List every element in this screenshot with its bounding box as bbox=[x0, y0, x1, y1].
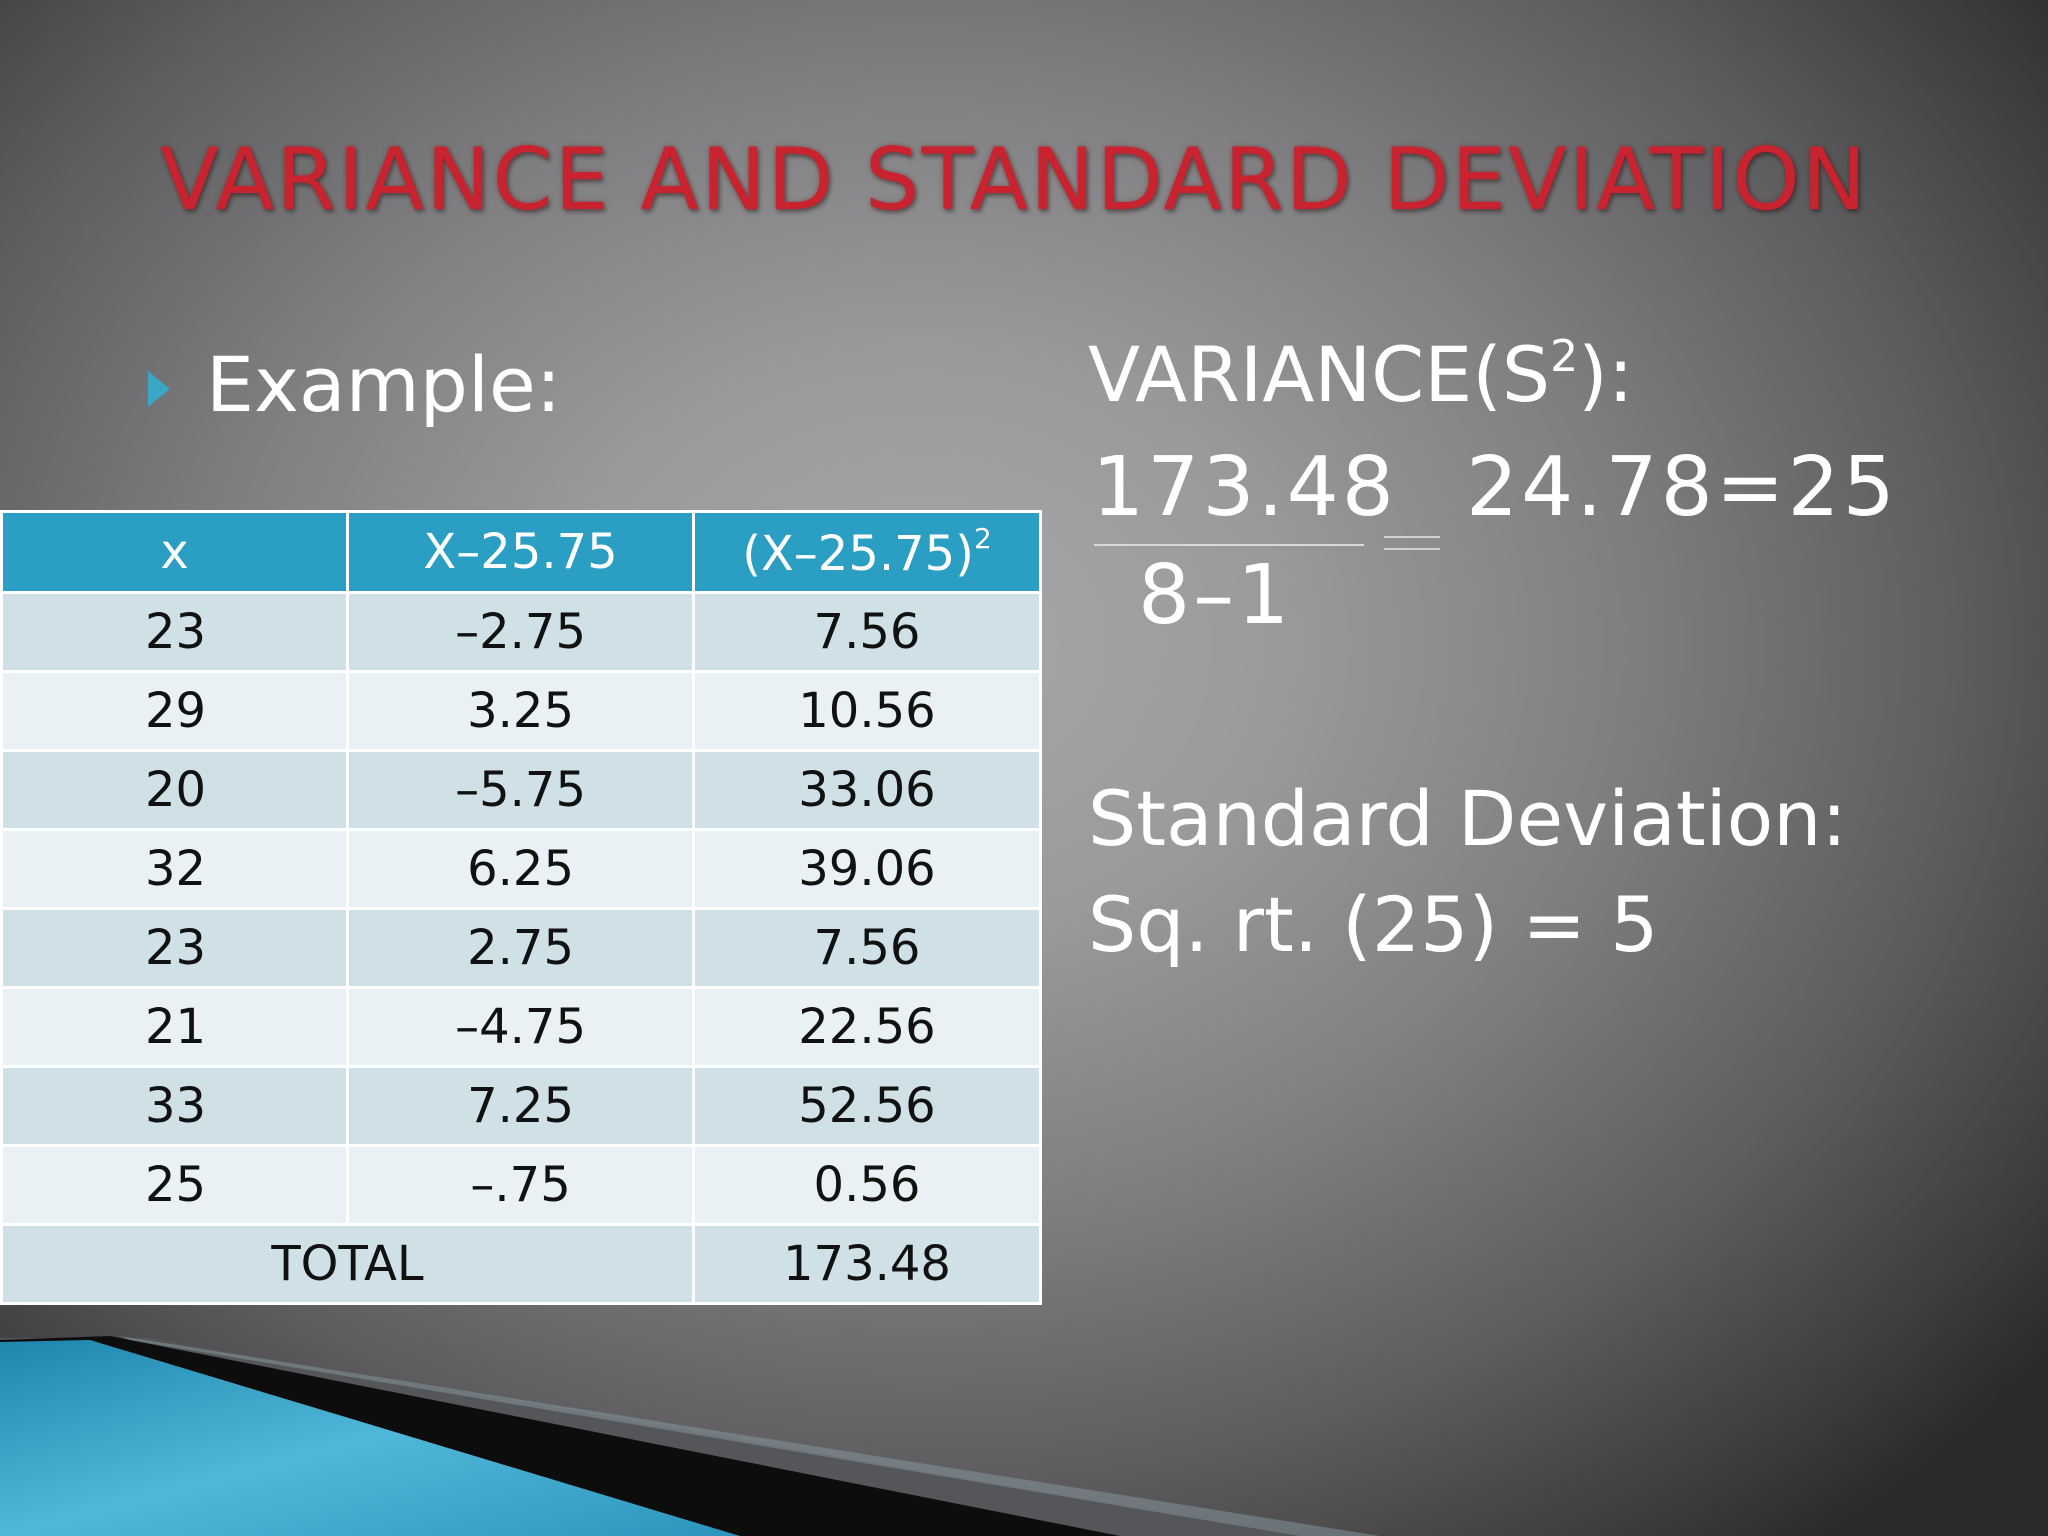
header-deviation: X–25.75 bbox=[346, 510, 695, 594]
fraction-bar bbox=[1094, 544, 1364, 546]
cell-squared: 7.56 bbox=[691, 907, 1043, 989]
table-row: 23 2.75 7.56 bbox=[0, 907, 1043, 989]
cell-x: 32 bbox=[0, 828, 350, 910]
variance-heading-suffix: ): bbox=[1578, 330, 1634, 419]
variance-heading-block: VARIANCE(S2): bbox=[1088, 330, 1633, 419]
formula-numerator: 173.48 bbox=[1092, 440, 1397, 535]
standard-deviation-formula: Sq. rt. (25) = 5 bbox=[1088, 880, 1659, 969]
cell-deviation: 7.25 bbox=[346, 1065, 695, 1147]
bullet-item: Example: bbox=[148, 340, 561, 429]
total-value: 173.48 bbox=[691, 1223, 1043, 1305]
formula-denominator: 8–1 bbox=[1138, 548, 1293, 643]
table-row: 21 –4.75 22.56 bbox=[0, 986, 1043, 1068]
table-row: 33 7.25 52.56 bbox=[0, 1065, 1043, 1147]
table-row: 29 3.25 10.56 bbox=[0, 670, 1043, 752]
cell-squared: 33.06 bbox=[691, 749, 1043, 831]
cell-deviation: –5.75 bbox=[346, 749, 695, 831]
cell-squared: 0.56 bbox=[691, 1144, 1043, 1226]
variance-heading-prefix: VARIANCE(S bbox=[1088, 330, 1551, 419]
bullet-text: Example: bbox=[206, 340, 562, 429]
variance-formula: 173.48 8–1 24.78=25 bbox=[1088, 440, 1895, 643]
cell-squared: 10.56 bbox=[691, 670, 1043, 752]
cell-x: 21 bbox=[0, 986, 350, 1068]
table-total-row: TOTAL 173.48 bbox=[0, 1223, 1043, 1305]
table-header-row: x X–25.75 (X–25.75)2 bbox=[0, 510, 1043, 594]
header-squared-exponent: 2 bbox=[973, 522, 992, 555]
cell-x: 25 bbox=[0, 1144, 350, 1226]
triangle-bullet-icon bbox=[148, 370, 170, 407]
cell-x: 23 bbox=[0, 591, 350, 673]
decorative-swoosh bbox=[0, 1336, 1380, 1536]
cell-deviation: –2.75 bbox=[346, 591, 695, 673]
cell-deviation: 6.25 bbox=[346, 828, 695, 910]
variance-heading-exponent: 2 bbox=[1550, 331, 1579, 382]
table-row: 23 –2.75 7.56 bbox=[0, 591, 1043, 673]
cell-x: 20 bbox=[0, 749, 350, 831]
cell-squared: 7.56 bbox=[691, 591, 1043, 673]
header-squared-base: (X–25.75) bbox=[742, 526, 974, 582]
cell-x: 29 bbox=[0, 670, 350, 752]
table-row: 32 6.25 39.06 bbox=[0, 828, 1043, 910]
cell-squared: 39.06 bbox=[691, 828, 1043, 910]
cell-deviation: –.75 bbox=[346, 1144, 695, 1226]
equals-sign-icon bbox=[1384, 536, 1440, 556]
cell-deviation: –4.75 bbox=[346, 986, 695, 1068]
table-row: 20 –5.75 33.06 bbox=[0, 749, 1043, 831]
cell-x: 23 bbox=[0, 907, 350, 989]
standard-deviation-heading: Standard Deviation: bbox=[1088, 774, 1848, 863]
table-row: 25 –.75 0.56 bbox=[0, 1144, 1043, 1226]
cell-deviation: 2.75 bbox=[346, 907, 695, 989]
cell-squared: 22.56 bbox=[691, 986, 1043, 1068]
header-x: x bbox=[0, 510, 350, 594]
cell-squared: 52.56 bbox=[691, 1065, 1043, 1147]
cell-deviation: 3.25 bbox=[346, 670, 695, 752]
formula-result: 24.78=25 bbox=[1466, 440, 1898, 535]
total-label: TOTAL bbox=[0, 1223, 695, 1305]
header-squared-deviation: (X–25.75)2 bbox=[691, 510, 1043, 594]
variance-heading: VARIANCE(S2): bbox=[1088, 330, 1633, 419]
deviation-table: x X–25.75 (X–25.75)2 23 –2.75 7.56 29 3.… bbox=[0, 510, 1043, 1305]
cell-x: 33 bbox=[0, 1065, 350, 1147]
standard-deviation-block: Standard Deviation: Sq. rt. (25) = 5 bbox=[1088, 766, 1847, 978]
slide-title: VARIANCE AND STANDARD DEVIATION bbox=[160, 130, 1869, 230]
